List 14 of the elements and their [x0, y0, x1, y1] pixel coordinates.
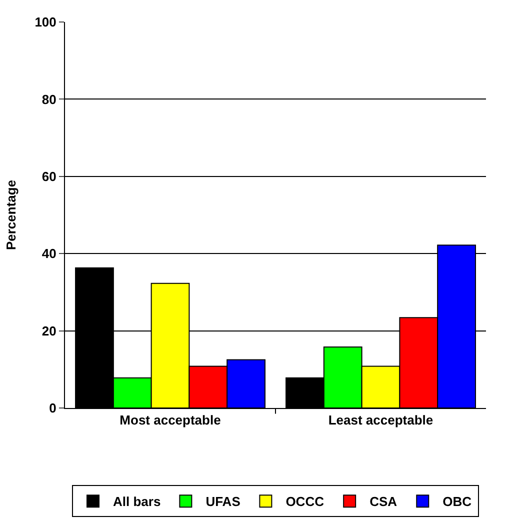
y-tick-label: 80 — [42, 92, 56, 107]
legend-label: UFAS — [206, 494, 241, 510]
y-tick-label: 0 — [49, 400, 56, 416]
y-tick-label: 60 — [42, 168, 56, 184]
x-tick-label: Most acceptable — [120, 412, 221, 428]
legend-label: CSA — [370, 494, 398, 510]
x-tick-label: Least acceptable — [328, 412, 434, 428]
y-tick-label: 40 — [42, 246, 56, 262]
y-tick-label: 100 — [34, 14, 56, 30]
legend-label: All bars — [113, 494, 161, 510]
y-axis-title: Percentage — [4, 180, 19, 250]
legend-label: OBC — [442, 494, 472, 510]
y-tick-label: 20 — [42, 323, 56, 338]
legend-label: OCCC — [286, 494, 325, 510]
